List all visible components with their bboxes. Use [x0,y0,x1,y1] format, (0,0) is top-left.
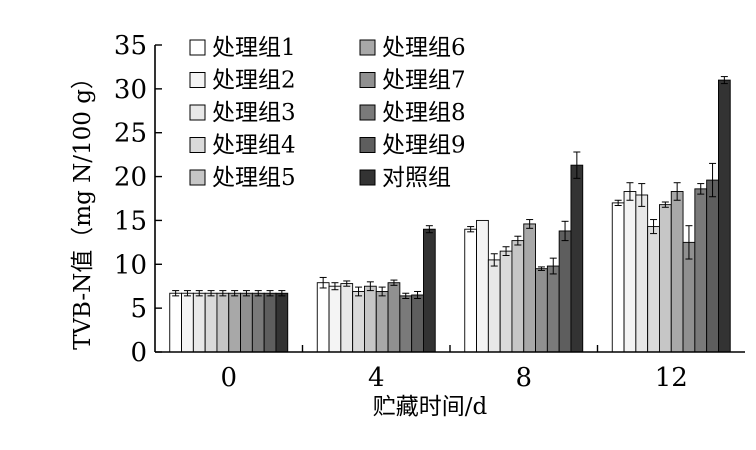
y-tick-label: 35 [114,31,147,61]
legend-swatch [359,39,376,56]
bar [570,164,584,353]
bar [623,191,637,353]
bar [387,282,401,353]
y-axis-title: TVB-N值（mg N/100 g） [70,66,96,350]
bar [476,219,489,353]
bar [535,268,548,353]
bar [511,240,525,353]
y-ticks: 0 5 10 15 20 25 30 35 [114,31,162,368]
bar [328,285,342,353]
legend-swatch [359,104,376,121]
legend-label: 处理组8 [382,100,466,126]
legend-swatch [189,169,206,186]
y-tick-label: 5 [130,294,147,324]
bar [375,291,389,353]
bar [340,283,354,353]
bar [546,265,560,353]
bar [464,228,478,353]
bar [423,228,436,353]
legend-label: 对照组 [382,165,451,191]
bar [706,179,719,353]
bar [487,259,501,353]
y-tick-label: 30 [114,75,147,105]
y-tick-label: 0 [130,338,147,368]
bar [251,292,265,353]
legend-swatch [189,39,206,56]
y-tick-label: 15 [114,206,147,236]
bar [399,295,413,353]
y-tick-label: 20 [114,163,147,193]
bar [240,292,253,353]
y-tick-label: 25 [114,119,147,149]
legend-label: 处理组9 [382,133,466,159]
x-tick-label: 4 [368,363,385,393]
bar [411,294,424,353]
x-tick-label: 12 [655,363,688,393]
bar [718,79,731,353]
bar [523,223,537,353]
legend-swatch [359,137,376,153]
legend-swatch [189,137,206,153]
legend: 处理组1 处理组2 处理组3 处理组4 处理组5 处理组6 处理组7 处理组8 处理组9 对照组 [189,35,466,191]
legend-label: 处理组4 [212,133,296,159]
bar [352,291,365,353]
bar [192,292,206,353]
bar [694,188,708,353]
legend-swatch [359,169,376,186]
x-ticks: 0 4 8 12 [220,345,688,393]
bar [611,202,625,353]
legend-label: 处理组5 [212,165,296,191]
bar [647,226,660,353]
bar [216,292,230,353]
bar [169,292,183,353]
x-tick-label: 0 [220,363,237,393]
bar [263,292,277,353]
bar [228,292,242,353]
bar [316,282,330,353]
bar [204,292,218,353]
legend-swatch [359,72,376,88]
bar [364,285,377,353]
y-tick-label: 10 [114,250,147,280]
bars-layer [169,76,731,353]
bar [181,292,194,353]
legend-label: 处理组7 [382,68,466,94]
bar [558,230,572,353]
legend-label: 处理组1 [212,35,296,61]
legend-label: 处理组3 [212,100,296,126]
x-axis-title: 贮藏时间/d [373,394,488,420]
legend-swatch [189,104,206,121]
legend-label: 处理组2 [212,68,296,94]
bar [499,250,513,353]
x-tick-label: 8 [515,363,532,393]
legend-label: 处理组6 [382,35,466,61]
bar [635,194,649,353]
bar [670,191,684,353]
legend-swatch [189,72,206,88]
bar [275,292,289,353]
bar [659,204,672,353]
